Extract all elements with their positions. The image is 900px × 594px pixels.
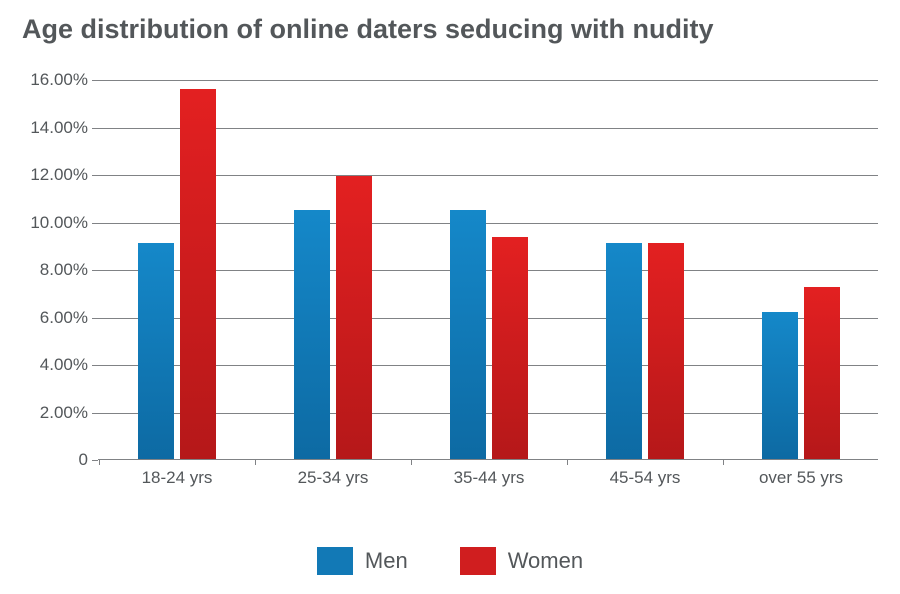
legend-item: Women bbox=[460, 547, 583, 575]
bar-women bbox=[336, 176, 372, 459]
y-tick-label: 0 bbox=[79, 450, 88, 470]
y-tick-label: 10.00% bbox=[30, 213, 88, 233]
y-tick-mark bbox=[92, 80, 98, 81]
x-axis-labels: 18-24 yrs 25-34 yrs 35-44 yrs 45-54 yrs over… bbox=[98, 468, 878, 498]
x-axis-label: 35-44 yrs bbox=[454, 468, 525, 488]
bar-men bbox=[606, 243, 642, 459]
x-tick-mark bbox=[411, 459, 412, 465]
y-tick-mark bbox=[92, 223, 98, 224]
y-axis: 02.00%4.00%6.00%8.00%10.00%12.00%14.00%1… bbox=[20, 80, 98, 460]
y-tick-mark bbox=[92, 128, 98, 129]
chart-title: Age distribution of online daters seduci… bbox=[22, 14, 714, 45]
bar-women bbox=[180, 89, 216, 460]
bar-women bbox=[648, 243, 684, 459]
x-axis-label: over 55 yrs bbox=[759, 468, 843, 488]
legend-item: Men bbox=[317, 547, 408, 575]
y-tick-label: 16.00% bbox=[30, 70, 88, 90]
bar-men bbox=[294, 210, 330, 459]
x-axis-label: 18-24 yrs bbox=[142, 468, 213, 488]
x-axis-label: 25-34 yrs bbox=[298, 468, 369, 488]
legend-label: Women bbox=[508, 548, 583, 574]
bar-men bbox=[762, 312, 798, 459]
bar-women bbox=[804, 287, 840, 459]
y-tick-label: 2.00% bbox=[40, 403, 88, 423]
y-tick-label: 6.00% bbox=[40, 308, 88, 328]
plot-area bbox=[98, 80, 878, 460]
legend: Men Women bbox=[0, 547, 900, 580]
y-tick-label: 4.00% bbox=[40, 355, 88, 375]
bar-men bbox=[450, 210, 486, 459]
y-tick-mark bbox=[92, 460, 98, 461]
gridline bbox=[98, 80, 878, 81]
bar-women bbox=[492, 237, 528, 459]
x-tick-mark bbox=[255, 459, 256, 465]
y-tick-label: 14.00% bbox=[30, 118, 88, 138]
legend-swatch bbox=[460, 547, 496, 575]
legend-label: Men bbox=[365, 548, 408, 574]
x-tick-mark bbox=[723, 459, 724, 465]
y-tick-label: 12.00% bbox=[30, 165, 88, 185]
y-tick-mark bbox=[92, 318, 98, 319]
y-tick-label: 8.00% bbox=[40, 260, 88, 280]
y-tick-mark bbox=[92, 175, 98, 176]
x-tick-mark bbox=[567, 459, 568, 465]
chart-container: 0 2.00% 4.00% 6.00% 8.00% 10.00% 12.00% 14.00% 1… bbox=[20, 80, 880, 500]
y-tick-mark bbox=[92, 365, 98, 366]
bar-men bbox=[138, 243, 174, 459]
y-tick-mark bbox=[92, 413, 98, 414]
x-axis-label: 45-54 yrs bbox=[610, 468, 681, 488]
x-tick-mark bbox=[99, 459, 100, 465]
y-tick-mark bbox=[92, 270, 98, 271]
legend-swatch bbox=[317, 547, 353, 575]
